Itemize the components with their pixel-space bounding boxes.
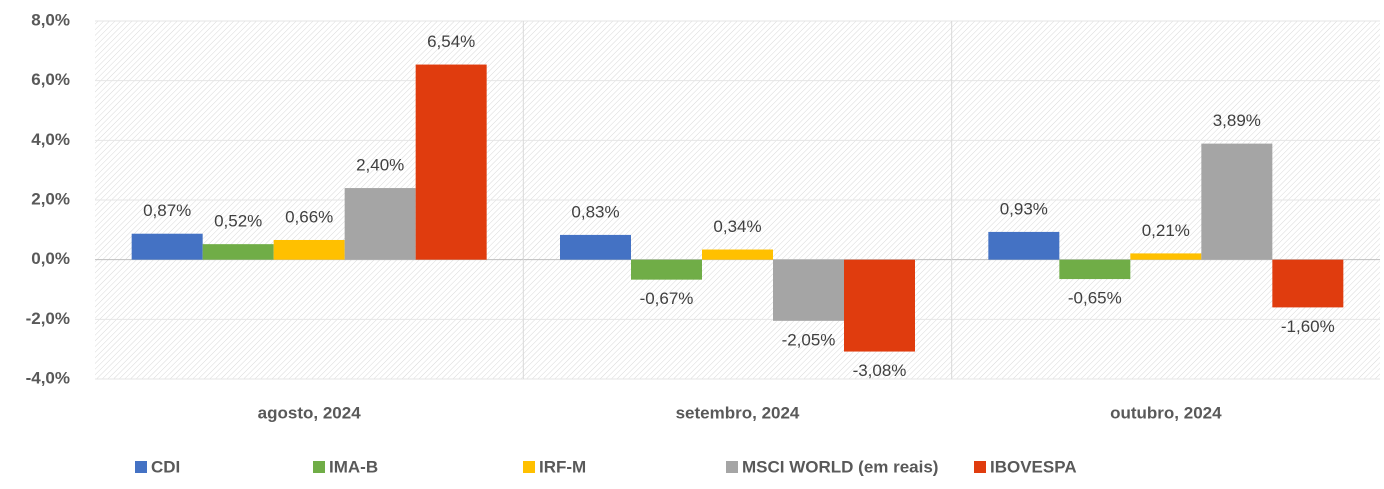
bar — [844, 259, 915, 352]
bar — [1059, 259, 1131, 280]
data-label: 0,83% — [571, 202, 619, 221]
legend-swatch — [974, 461, 986, 473]
legend-label: MSCI WORLD (em reais) — [742, 457, 938, 476]
data-label: 0,87% — [143, 201, 191, 220]
legend-label: CDI — [151, 457, 180, 476]
bar — [1130, 253, 1202, 260]
bar — [1272, 259, 1344, 308]
y-tick-label: 2,0% — [31, 189, 70, 208]
legend-swatch — [135, 461, 147, 473]
x-tick-label: agosto, 2024 — [258, 403, 362, 422]
legend-swatch — [726, 461, 738, 473]
bar — [988, 231, 1060, 260]
data-label: -0,65% — [1068, 289, 1122, 308]
bar — [702, 249, 773, 260]
x-tick-label: setembro, 2024 — [676, 403, 800, 422]
bar — [344, 188, 416, 260]
bar — [773, 259, 844, 321]
data-label: 6,54% — [427, 32, 475, 51]
bar — [631, 259, 702, 280]
legend-label: IMA-B — [329, 457, 378, 476]
bar — [560, 234, 631, 260]
bar — [273, 239, 345, 260]
data-label: 0,93% — [1000, 199, 1048, 218]
bar — [202, 244, 274, 260]
data-label: -3,08% — [853, 361, 907, 380]
data-label: 0,21% — [1142, 221, 1190, 240]
legend-label: IBOVESPA — [990, 457, 1077, 476]
bar — [1201, 143, 1273, 260]
data-label: -0,67% — [640, 289, 694, 308]
y-tick-label: 4,0% — [31, 130, 70, 149]
data-label: -2,05% — [782, 330, 836, 349]
bar — [131, 233, 203, 260]
y-tick-label: -4,0% — [26, 368, 70, 387]
data-label: -1,60% — [1281, 317, 1335, 336]
data-label: 0,52% — [214, 212, 262, 231]
legend-swatch — [313, 461, 325, 473]
bar — [415, 64, 487, 260]
y-tick-label: 0,0% — [31, 249, 70, 268]
data-label: 0,34% — [713, 217, 761, 236]
data-label: 3,89% — [1213, 111, 1261, 130]
legend-swatch — [523, 461, 535, 473]
data-label: 0,66% — [285, 207, 333, 226]
legend-label: IRF-M — [539, 457, 586, 476]
x-tick-label: outubro, 2024 — [1110, 403, 1222, 422]
y-tick-label: 8,0% — [31, 10, 70, 29]
y-tick-label: 6,0% — [31, 70, 70, 89]
y-tick-label: -2,0% — [26, 309, 70, 328]
data-label: 2,40% — [356, 156, 404, 175]
